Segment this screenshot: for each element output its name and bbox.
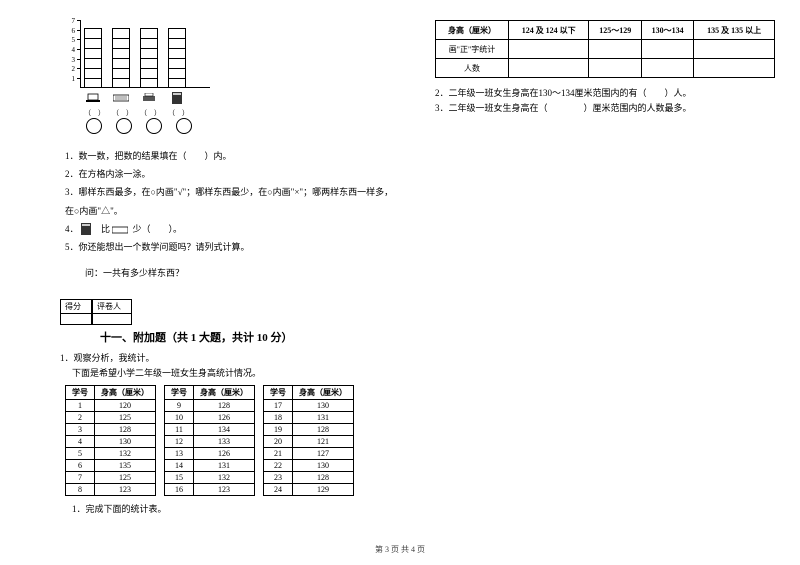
- answer-circle: [176, 118, 192, 134]
- keyboard-icon: [112, 92, 130, 104]
- grader-blank: [92, 314, 132, 325]
- table-row: 2125: [66, 412, 156, 424]
- y-axis: 7 6 5 4 3 2 1: [70, 20, 81, 88]
- col-header: 135 及 135 以上: [694, 21, 775, 40]
- bar: [140, 28, 158, 88]
- question-text: 在○内画"△"。: [65, 203, 395, 219]
- data-table: 学号身高（厘米） 1120 2125 3128 4130 5132 6135 7…: [65, 385, 156, 496]
- answer-circle: [146, 118, 162, 134]
- col-header: 学号: [264, 386, 293, 400]
- table-row: 10126: [165, 412, 255, 424]
- printer-icon: [140, 92, 158, 104]
- blank: （ ）: [84, 108, 102, 118]
- table-row: 13126: [165, 448, 255, 460]
- blank: （ ）: [112, 108, 130, 118]
- table-row: 12133: [165, 436, 255, 448]
- score-box: 得分 评卷人: [60, 299, 395, 325]
- height-data-tables: 学号身高（厘米） 1120 2125 3128 4130 5132 6135 7…: [65, 381, 395, 496]
- bars: [84, 28, 186, 88]
- bar: [84, 28, 102, 88]
- category-icons: [84, 92, 186, 104]
- question-text: 5．你还能想出一个数学问题吗？请列式计算。: [65, 239, 395, 255]
- table-row: 23128: [264, 472, 354, 484]
- y-tick-label: 2: [72, 65, 76, 73]
- data-table: 学号身高（厘米） 17130 18131 19128 20121 21127 2…: [263, 385, 354, 496]
- question-text: 问：一共有多少样东西？: [85, 265, 395, 281]
- question-text: 2．二年级一班女生身高在130～134厘米范围内的有（ ）人。: [435, 86, 770, 99]
- table-row: 18131: [264, 412, 354, 424]
- stats-table: 身高（厘米） 124 及 124 以下 125～129 130～134 135 …: [435, 20, 775, 78]
- q4-suffix: 少（ ）。: [133, 224, 183, 234]
- table-row: 7125: [66, 472, 156, 484]
- bar: [168, 28, 186, 88]
- q4-prefix: 4．: [65, 224, 79, 234]
- answer-circle: [116, 118, 132, 134]
- table-row: 1120: [66, 400, 156, 412]
- table-row: 人数: [436, 59, 775, 78]
- question-text: 1．数一数，把数的结果填在（ ）内。: [65, 148, 395, 164]
- calculator-icon: [81, 223, 99, 237]
- table-row: 21127: [264, 448, 354, 460]
- question-text: 下面是希望小学二年级一班女生身高统计情况。: [72, 366, 395, 379]
- table-row: 6135: [66, 460, 156, 472]
- col-header: 身高（厘米）: [293, 386, 354, 400]
- question-text: 1．完成下面的统计表。: [72, 502, 395, 515]
- col-header: 身高（厘米）: [194, 386, 255, 400]
- table-row: 20121: [264, 436, 354, 448]
- y-tick-label: 4: [72, 46, 76, 54]
- blank: （ ）: [168, 108, 186, 118]
- calculator-icon: [168, 92, 186, 104]
- question-text: 4． 比 少（ ）。: [65, 221, 395, 237]
- col-header: 124 及 124 以下: [508, 21, 589, 40]
- circle-row: [84, 118, 194, 134]
- col-header: 身高（厘米）: [95, 386, 156, 400]
- page-footer: 第 3 页 共 4 页: [0, 544, 800, 555]
- y-tick-label: 5: [72, 36, 76, 44]
- table-row: 11134: [165, 424, 255, 436]
- table-row: 5132: [66, 448, 156, 460]
- bar: [112, 28, 130, 88]
- laptop-icon: [84, 92, 102, 104]
- col-header: 学号: [66, 386, 95, 400]
- answer-circle: [86, 118, 102, 134]
- keyboard-icon: [112, 223, 130, 237]
- question-block: 1．数一数，把数的结果填在（ ）内。 2．在方格内涂一涂。 3．哪样东西最多，在…: [65, 148, 395, 281]
- section-title: 十一、附加题（共 1 大题，共计 10 分）: [100, 329, 395, 345]
- table-row: 画"正"字统计: [436, 40, 775, 59]
- table-row: 15132: [165, 472, 255, 484]
- bar-chart: 7 6 5 4 3 2 1 （ ）: [70, 20, 210, 100]
- col-header: 125～129: [589, 21, 641, 40]
- q4-mid: 比: [101, 224, 110, 234]
- table-row: 8123: [66, 484, 156, 496]
- table-row: 9128: [165, 400, 255, 412]
- table-row: 16123: [165, 484, 255, 496]
- table-row: 3128: [66, 424, 156, 436]
- col-header: 130～134: [641, 21, 693, 40]
- table-row: 17130: [264, 400, 354, 412]
- grader-label: 评卷人: [92, 299, 132, 314]
- blank-row: （ ） （ ） （ ） （ ）: [84, 108, 186, 118]
- question-text: 1．观察分析，我统计。: [60, 351, 395, 364]
- y-tick-label: 3: [72, 56, 76, 64]
- table-row: 22130: [264, 460, 354, 472]
- col-header: 学号: [165, 386, 194, 400]
- question-text: 3．哪样东西最多，在○内画"√"；哪样东西最少，在○内画"×"；哪两样东西一样多…: [65, 184, 395, 200]
- row-label: 画"正"字统计: [436, 40, 509, 59]
- y-tick-label: 7: [72, 17, 76, 25]
- row-label: 人数: [436, 59, 509, 78]
- table-row: 14131: [165, 460, 255, 472]
- score-label: 得分: [60, 299, 92, 314]
- y-tick-label: 6: [72, 27, 76, 35]
- table-row: 24129: [264, 484, 354, 496]
- y-tick-label: 1: [72, 75, 76, 83]
- score-blank: [60, 314, 92, 325]
- question-text: 2．在方格内涂一涂。: [65, 166, 395, 182]
- col-header: 身高（厘米）: [436, 21, 509, 40]
- table-row: 4130: [66, 436, 156, 448]
- blank: （ ）: [140, 108, 158, 118]
- question-text: 3．二年级一班女生身高在（ ）厘米范围内的人数最多。: [435, 101, 770, 114]
- table-row: 19128: [264, 424, 354, 436]
- data-table: 学号身高（厘米） 9128 10126 11134 12133 13126 14…: [164, 385, 255, 496]
